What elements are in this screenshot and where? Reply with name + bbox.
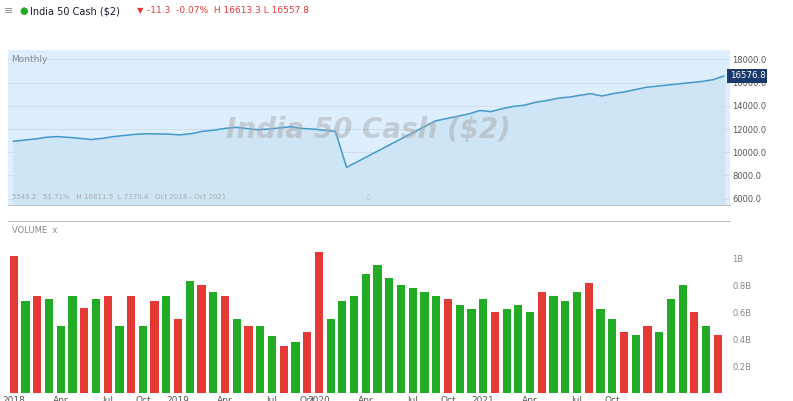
Bar <box>631 335 640 393</box>
Bar <box>467 310 476 393</box>
Text: 5549.2   51.71%   H 16811.5  L 7370.4   Oct 2018 - Oct 2021: 5549.2 51.71% H 16811.5 L 7370.4 Oct 201… <box>12 194 226 200</box>
Bar <box>584 283 593 393</box>
Bar <box>420 292 428 393</box>
Text: ●: ● <box>20 6 29 16</box>
Bar <box>280 346 288 393</box>
Bar <box>68 296 77 393</box>
Bar <box>397 285 405 393</box>
Bar <box>21 302 29 393</box>
Text: ≡: ≡ <box>4 6 13 16</box>
Text: ▼: ▼ <box>137 6 144 15</box>
Bar <box>620 332 628 393</box>
Bar <box>80 308 88 393</box>
Bar <box>256 326 264 393</box>
Bar <box>362 274 370 393</box>
Bar <box>33 296 41 393</box>
Bar <box>455 306 464 393</box>
Bar <box>163 296 170 393</box>
Bar <box>643 326 652 393</box>
Text: Monthly: Monthly <box>12 55 48 64</box>
Bar <box>56 326 65 393</box>
Bar <box>45 299 53 393</box>
Bar <box>432 296 440 393</box>
Bar <box>291 342 300 393</box>
Text: 16576.8: 16576.8 <box>730 71 765 81</box>
Bar <box>268 336 276 393</box>
Text: ⬛: ⬛ <box>367 194 370 200</box>
Bar <box>526 312 534 393</box>
Bar <box>550 296 557 393</box>
Bar <box>538 292 546 393</box>
Bar <box>327 319 335 393</box>
Bar <box>608 319 616 393</box>
Bar <box>385 278 393 393</box>
Bar <box>714 335 722 393</box>
Bar <box>561 302 569 393</box>
Bar <box>315 251 323 393</box>
Bar <box>127 296 136 393</box>
Bar <box>679 285 687 393</box>
Bar <box>232 319 241 393</box>
Text: India 50 Cash ($2): India 50 Cash ($2) <box>226 116 511 144</box>
Bar <box>209 292 217 393</box>
Bar <box>350 296 358 393</box>
Bar <box>690 312 699 393</box>
Bar <box>702 326 711 393</box>
Bar <box>573 292 581 393</box>
Text: -11.3  -0.07%  H 16613.3 L 16557.8: -11.3 -0.07% H 16613.3 L 16557.8 <box>147 6 309 15</box>
Bar <box>186 281 194 393</box>
Bar <box>408 288 417 393</box>
Bar <box>139 326 147 393</box>
Text: India 50 Cash ($2): India 50 Cash ($2) <box>30 6 120 16</box>
Bar <box>503 310 511 393</box>
Bar <box>244 326 253 393</box>
Bar <box>174 319 182 393</box>
Text: VOLUME  x: VOLUME x <box>12 226 57 235</box>
Bar <box>479 299 487 393</box>
Bar <box>104 296 112 393</box>
Bar <box>303 332 311 393</box>
Bar <box>491 312 499 393</box>
Bar <box>596 310 604 393</box>
Bar <box>339 302 347 393</box>
Bar <box>221 296 229 393</box>
Bar <box>92 299 100 393</box>
Bar <box>444 299 452 393</box>
Bar <box>667 299 675 393</box>
Bar <box>151 302 159 393</box>
Bar <box>10 255 18 393</box>
Bar <box>374 265 381 393</box>
Bar <box>197 285 205 393</box>
Bar <box>115 326 124 393</box>
Bar <box>655 332 663 393</box>
Bar <box>514 306 523 393</box>
